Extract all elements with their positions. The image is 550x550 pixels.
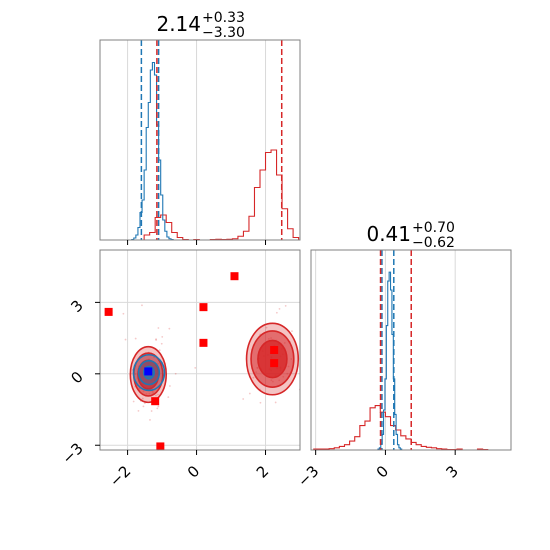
marginal-param2-grid bbox=[315, 250, 456, 450]
joint-red-contour bbox=[257, 339, 288, 379]
joint-sample-point bbox=[157, 405, 160, 408]
joint-sample-point bbox=[278, 307, 281, 310]
joint-sample-point bbox=[155, 394, 157, 397]
joint-sample-point bbox=[155, 339, 157, 341]
param1-title-minus: −3.30 bbox=[202, 25, 245, 41]
joint-sample-point bbox=[275, 311, 278, 314]
joint-yticks: −3 0 3 bbox=[58, 296, 100, 468]
joint-sample-point bbox=[141, 397, 144, 400]
joint-red-marker bbox=[270, 346, 279, 354]
param2-title-main: 0.41 bbox=[366, 222, 411, 246]
joint-sample-point bbox=[150, 410, 153, 412]
joint-red-marker bbox=[199, 338, 208, 347]
joint-sample-point bbox=[174, 372, 177, 375]
joint-sample-point bbox=[137, 409, 140, 412]
joint-sample-point bbox=[291, 330, 293, 333]
param1-title-plus: +0.33 bbox=[202, 10, 245, 26]
param2-title-plus: +0.70 bbox=[412, 220, 455, 236]
joint-sample-point bbox=[142, 405, 145, 408]
joint-xticks: −2 0 2 bbox=[106, 450, 272, 490]
joint-sample-point bbox=[161, 335, 164, 338]
joint-y-tick-label: 0 bbox=[67, 368, 86, 387]
joint-sample-point bbox=[157, 327, 160, 329]
joint-red-marker bbox=[230, 272, 239, 281]
marginal-param2-xticks: −3 0 3 bbox=[294, 450, 462, 490]
joint-sample-point bbox=[242, 398, 245, 400]
joint-red-marker bbox=[104, 307, 113, 316]
joint-sample-point bbox=[167, 396, 170, 398]
param2-title-minus: −0.62 bbox=[412, 235, 455, 251]
joint-sample-point bbox=[168, 327, 171, 330]
joint-sample-point bbox=[122, 312, 125, 315]
marginal-param2-panel: −3 0 3 0.41 +0.70 −0.62 bbox=[294, 220, 512, 490]
joint-sample-point bbox=[124, 338, 127, 341]
marginal-param2-frame bbox=[310, 249, 512, 451]
param2-tick-label: 0 bbox=[373, 462, 392, 481]
joint-y-tick-label: −3 bbox=[58, 439, 86, 467]
marginal-param1-grid bbox=[127, 40, 267, 240]
joint-panel: −2 0 2 −3 0 3 bbox=[58, 249, 309, 490]
joint-sample-point bbox=[132, 400, 135, 403]
joint-sample-point bbox=[141, 304, 143, 307]
joint-red-marker bbox=[151, 397, 160, 406]
param2-tick-label: −3 bbox=[294, 462, 322, 490]
joint-sample-point bbox=[158, 349, 161, 352]
joint-sample-point bbox=[301, 310, 303, 312]
joint-sample-point bbox=[149, 419, 151, 421]
joint-sample-point bbox=[307, 398, 309, 400]
marginal-param1-frame bbox=[99, 39, 301, 241]
param1-hist-blue bbox=[131, 61, 176, 240]
joint-x-tick-label: 0 bbox=[184, 462, 203, 481]
joint-red-marker bbox=[156, 442, 165, 450]
joint-sample-point bbox=[134, 337, 137, 340]
marginal-param1-panel: 2.14 +0.33 −3.30 bbox=[99, 10, 301, 245]
joint-sample-point bbox=[156, 407, 159, 410]
joint-sample-point bbox=[169, 385, 171, 387]
param2-hist-red bbox=[311, 405, 493, 450]
joint-sample-point bbox=[265, 326, 268, 329]
joint-x-tick-label: 2 bbox=[253, 462, 272, 481]
joint-y-tick-label: 3 bbox=[67, 296, 86, 315]
joint-sample-point bbox=[160, 342, 163, 345]
param1-hist-red bbox=[100, 149, 300, 240]
joint-sample-point bbox=[155, 338, 157, 340]
joint-sample-point bbox=[284, 305, 287, 307]
param2-tick-label: 3 bbox=[443, 462, 462, 481]
joint-x-tick-label: −2 bbox=[106, 462, 134, 490]
param1-title-main: 2.14 bbox=[156, 12, 201, 36]
joint-blue-marker bbox=[144, 367, 153, 376]
joint-frame bbox=[99, 249, 301, 451]
joint-sample-point bbox=[259, 401, 262, 404]
joint-sample-point bbox=[194, 367, 197, 369]
joint-sample-point bbox=[274, 401, 277, 404]
joint-sample-point bbox=[252, 376, 255, 379]
joint-red-marker bbox=[199, 303, 208, 312]
joint-red-marker bbox=[270, 359, 279, 368]
joint-sample-point bbox=[248, 392, 251, 395]
joint-sample-point bbox=[157, 393, 159, 396]
marginal-param1-xticks bbox=[127, 240, 267, 245]
